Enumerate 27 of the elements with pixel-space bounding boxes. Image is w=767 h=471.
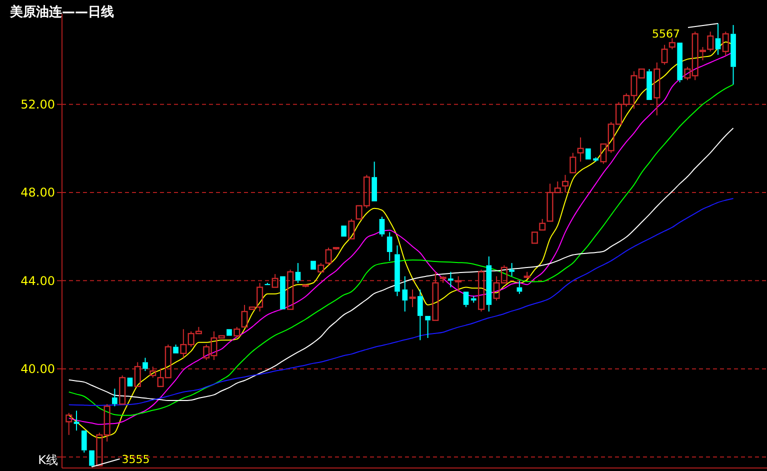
candlestick (654, 62, 660, 116)
candlestick (417, 288, 423, 341)
candlestick (402, 276, 408, 312)
candlestick (577, 136, 584, 162)
candlestick (112, 388, 118, 407)
annotation: 3555 (122, 452, 150, 466)
candlestick (593, 156, 598, 162)
candlestick (715, 22, 721, 56)
candlestick (448, 271, 454, 288)
y-tick-label: 52.00 (20, 98, 55, 112)
candlestick (386, 232, 392, 262)
candlestick (74, 410, 80, 432)
candlestick (730, 24, 736, 86)
y-tick-label: 48.00 (20, 186, 55, 200)
annotation: 5567 (652, 27, 680, 40)
candlestick (394, 244, 400, 297)
candlestick (562, 174, 569, 194)
line-series (68, 128, 734, 402)
candlestick (486, 256, 492, 312)
text: K线 (38, 453, 58, 467)
candlestick (509, 262, 514, 277)
candlestick (295, 262, 301, 284)
line-series (68, 198, 734, 406)
y-tick-label: 44.00 (20, 274, 55, 288)
y-tick-label: 40.00 (20, 362, 55, 376)
chart-title: 美原油连——日线 (9, 4, 114, 20)
candlestick (409, 288, 416, 308)
